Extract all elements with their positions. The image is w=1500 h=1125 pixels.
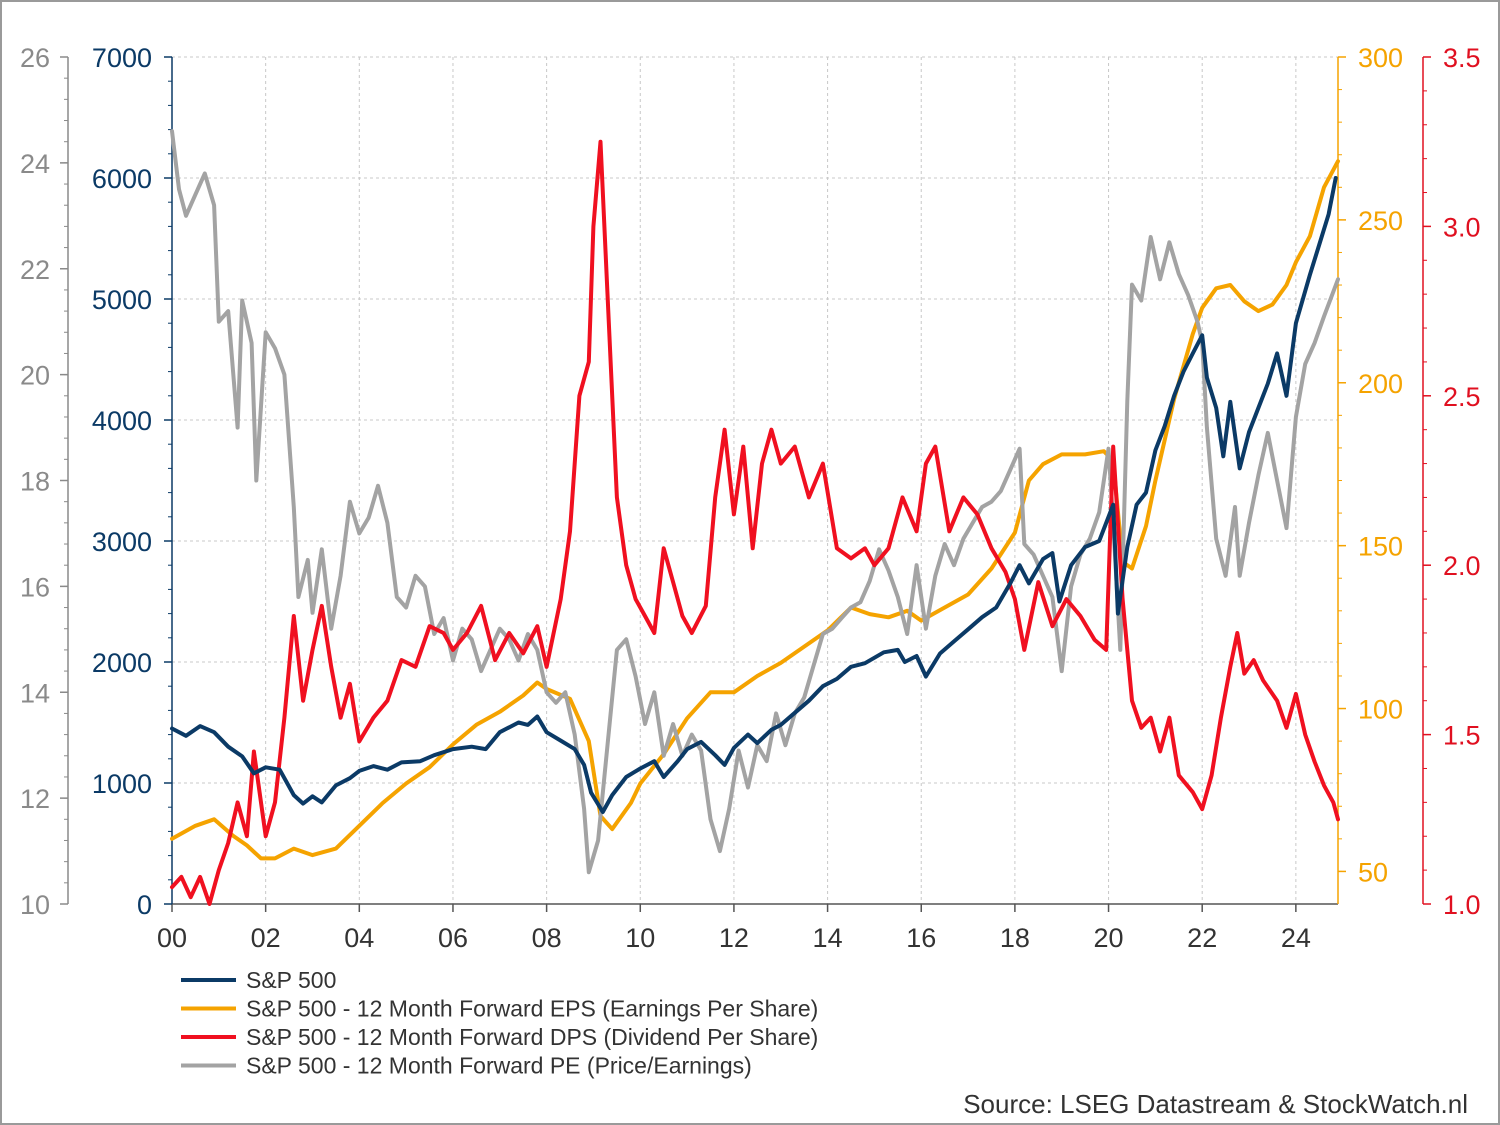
x-tick-label: 24	[1281, 923, 1311, 953]
pe-tick-label: 10	[20, 890, 50, 920]
eps-tick-label: 250	[1358, 206, 1403, 236]
legend-label: S&P 500	[246, 967, 336, 993]
sp500-tick-label: 4000	[92, 406, 152, 436]
sp500-tick-label: 7000	[92, 43, 152, 73]
pe-tick-label: 26	[20, 43, 50, 73]
pe-tick-label: 12	[20, 784, 50, 814]
x-tick-label: 10	[625, 923, 655, 953]
legend-label: S&P 500 - 12 Month Forward EPS (Earnings…	[246, 996, 818, 1022]
dps-tick-label: 2.0	[1443, 551, 1481, 581]
eps-tick-label: 50	[1358, 857, 1388, 887]
pe-tick-label: 16	[20, 572, 50, 602]
series-line-sp500	[170, 176, 1338, 814]
series-line-dps	[170, 139, 1340, 906]
pe-tick-label: 24	[20, 149, 50, 179]
pe-tick-label: 22	[20, 255, 50, 285]
sp500-tick-label: 1000	[92, 769, 152, 799]
sp500-tick-label: 2000	[92, 648, 152, 678]
sp500-tick-label: 3000	[92, 527, 152, 557]
eps-tick-label: 300	[1358, 43, 1403, 73]
legend: S&P 500 S&P 500 - 12 Month Forward EPS (E…	[181, 967, 818, 1079]
dps-tick-label: 2.5	[1443, 382, 1481, 412]
x-tick-label: 20	[1094, 923, 1124, 953]
x-tick-label: 08	[532, 923, 562, 953]
dps-tick-label: 1.0	[1443, 890, 1481, 920]
legend-label: S&P 500 - 12 Month Forward DPS (Dividend…	[246, 1024, 818, 1050]
x-tick-label: 14	[813, 923, 843, 953]
dps-tick-label: 1.5	[1443, 721, 1481, 751]
x-tick-label: 18	[1000, 923, 1030, 953]
eps-tick-label: 200	[1358, 369, 1403, 399]
sp500-tick-label: 5000	[92, 285, 152, 315]
series-lines	[170, 129, 1340, 906]
pe-tick-label: 20	[20, 361, 50, 391]
sp500-tick-label: 0	[137, 890, 152, 920]
source-note: Source: LSEG Datastream & StockWatch.nl	[963, 1089, 1468, 1119]
x-tick-label: 06	[438, 923, 468, 953]
legend-label: S&P 500 - 12 Month Forward PE (Price/Ear…	[246, 1053, 752, 1079]
x-tick-label: 02	[251, 923, 281, 953]
x-tick-label: 16	[906, 923, 936, 953]
sp500-tick-label: 6000	[92, 164, 152, 194]
dps-tick-label: 3.5	[1443, 43, 1481, 73]
eps-tick-label: 100	[1358, 695, 1403, 725]
pe-tick-label: 18	[20, 467, 50, 497]
x-tick-label: 00	[157, 923, 187, 953]
axes: 00 02 04 06 08 10 12 14 16 18 20 22 24 10 12 14 16 18 20 22…	[20, 43, 1481, 953]
x-tick-label: 22	[1187, 923, 1217, 953]
dps-tick-label: 3.0	[1443, 212, 1481, 242]
gridlines	[172, 56, 1338, 904]
x-tick-label: 12	[719, 923, 749, 953]
eps-tick-label: 150	[1358, 532, 1403, 562]
series-line-pe	[170, 129, 1340, 875]
pe-tick-label: 14	[20, 678, 50, 708]
x-tick-label: 04	[344, 923, 374, 953]
series-line-eps	[170, 159, 1340, 861]
